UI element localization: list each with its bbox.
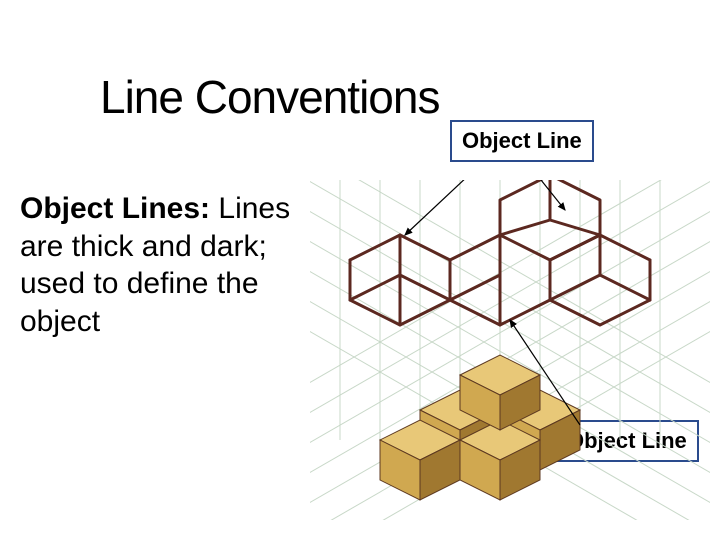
callout-label-top: Object Line [450, 120, 594, 162]
upper-object [350, 180, 650, 325]
diagram-svg [310, 180, 710, 520]
body-heading: Object Lines: [20, 192, 210, 225]
page-title: Line Conventions [100, 70, 439, 124]
isometric-diagram [310, 180, 710, 500]
lower-cubes [380, 355, 580, 500]
body-text: Object Lines: Lines are thick and dark; … [20, 190, 310, 340]
